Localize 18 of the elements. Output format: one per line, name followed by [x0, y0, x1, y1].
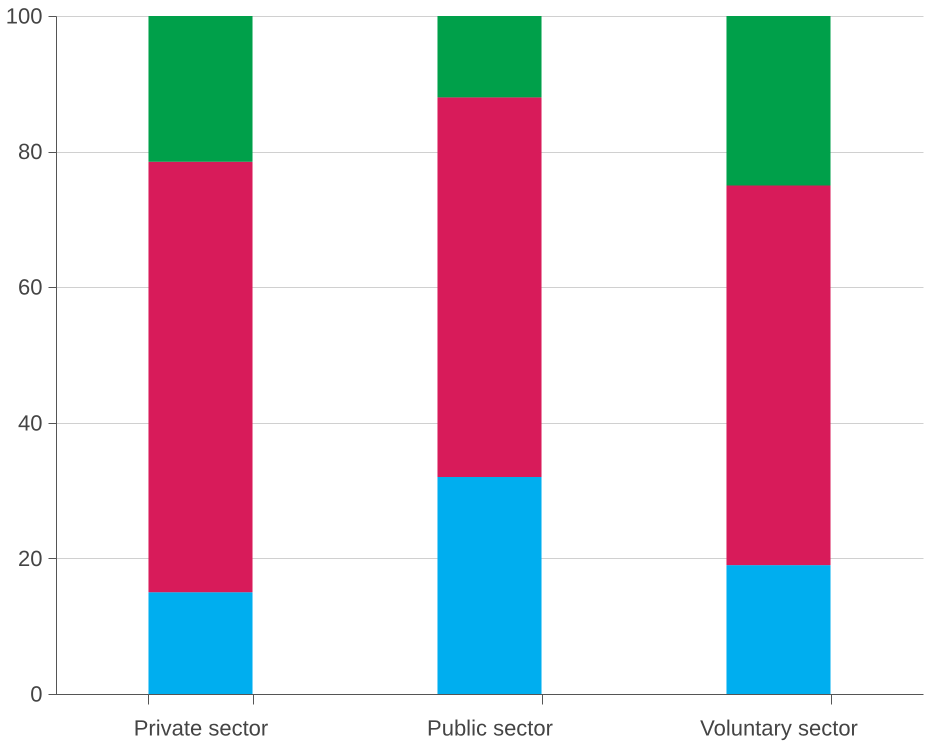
- bar: [726, 565, 831, 694]
- bar: [726, 186, 831, 566]
- x-tick-label: Private sector: [134, 716, 268, 740]
- x-tick-label: Voluntary sector: [700, 716, 858, 740]
- bar: [437, 16, 542, 98]
- y-tick-label: 80: [18, 139, 42, 164]
- bar: [437, 97, 542, 478]
- y-tick-label: 20: [18, 546, 42, 571]
- bar: [148, 592, 253, 694]
- y-tick-label: 0: [30, 682, 42, 706]
- bar: [726, 16, 831, 186]
- y-tick-label: 60: [18, 274, 42, 300]
- bar: [148, 162, 253, 592]
- bar: [148, 16, 253, 162]
- y-tick-label: 40: [18, 410, 42, 436]
- y-tick-label: 100: [6, 4, 42, 28]
- bar: [437, 477, 542, 694]
- x-tick-label: Public sector: [427, 716, 553, 740]
